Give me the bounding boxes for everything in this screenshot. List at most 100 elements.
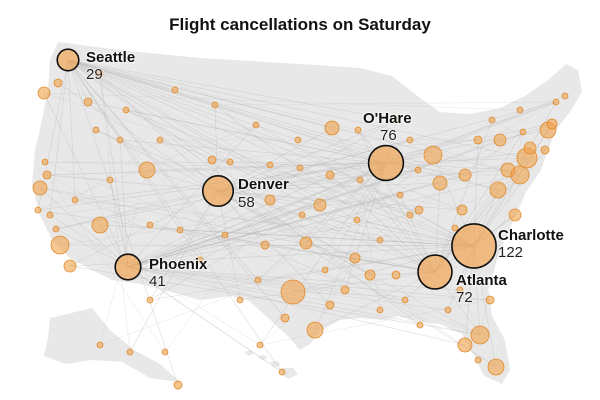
airport-dot: [488, 116, 496, 124]
airport-dot: [493, 133, 507, 147]
airport-dot: [364, 269, 376, 281]
route-line: [164, 167, 301, 353]
airport-dot: [451, 224, 459, 232]
denver-hub-fill: [202, 175, 234, 207]
airport-dot: [552, 98, 560, 106]
ohare-label: O'Hare: [363, 110, 412, 127]
route-line: [305, 101, 557, 244]
route-line: [239, 271, 436, 301]
airport-dot: [254, 276, 262, 284]
route-line: [127, 266, 491, 301]
airport-dot: [278, 368, 286, 376]
route-line: [119, 139, 129, 268]
route-line: [69, 265, 481, 336]
seattle-count: 29: [86, 66, 103, 83]
route-line: [69, 190, 219, 267]
airport-dot: [266, 161, 274, 169]
route-line: [434, 119, 493, 273]
airport-dot: [298, 211, 306, 219]
airport-dot: [126, 348, 134, 356]
airport-dot: [116, 136, 124, 144]
route-line: [259, 299, 491, 346]
airport-dot: [444, 306, 452, 314]
route-line: [127, 101, 557, 268]
airport-dot: [414, 166, 422, 174]
route-line: [67, 59, 76, 201]
charlotte-hub-fill: [451, 223, 497, 269]
airport-dot: [63, 259, 77, 273]
route-line: [217, 190, 331, 306]
airport-dot: [260, 240, 270, 250]
airport-dot: [306, 321, 324, 339]
airport-dot: [146, 296, 154, 304]
route-line: [324, 162, 387, 271]
route-line: [67, 59, 299, 141]
airport-dot: [340, 285, 350, 295]
route-line: [67, 59, 359, 131]
route-line: [119, 139, 387, 164]
route-line: [214, 104, 387, 164]
route-line: [99, 73, 129, 268]
airport-dot: [313, 198, 327, 212]
airport-dot: [299, 236, 313, 250]
route-line: [67, 59, 397, 121]
airport-dot: [324, 120, 340, 136]
route-line: [67, 59, 463, 211]
route-line: [329, 174, 436, 273]
route-line: [67, 59, 259, 281]
airport-dot: [52, 225, 60, 233]
route-line: [49, 214, 283, 373]
route-line: [46, 174, 166, 353]
route-line: [217, 190, 307, 244]
airport-dot: [50, 235, 70, 255]
route-line: [369, 209, 420, 276]
route-line: [434, 131, 524, 273]
route-line: [127, 194, 401, 268]
route-line: [292, 245, 475, 293]
route-line: [39, 187, 436, 273]
conus-landmass: [32, 42, 582, 384]
airport-dot: [236, 296, 244, 304]
airport-dot: [91, 216, 109, 234]
airport-dot: [171, 86, 179, 94]
airport-dot: [457, 337, 473, 353]
seattle-hub-ring: [56, 48, 80, 72]
route-line: [379, 189, 499, 241]
route-line: [331, 127, 436, 273]
chart-title: Flight cancellations on Saturday: [169, 15, 431, 34]
route-line: [259, 162, 387, 346]
route-line: [264, 244, 475, 247]
airport-dot: [353, 216, 361, 224]
route-line: [324, 131, 524, 271]
phoenix-hub-fill: [115, 254, 141, 280]
route-line: [264, 244, 421, 326]
airport-dot: [354, 126, 362, 134]
route-line: [129, 190, 219, 353]
airport-dot: [432, 175, 448, 191]
airport-dot: [42, 170, 52, 180]
airport-markers: [32, 70, 569, 390]
route-line: [127, 266, 381, 311]
airport-dot: [122, 106, 130, 114]
route-line: [46, 174, 219, 192]
airport-dot: [138, 161, 156, 179]
route-line: [67, 59, 411, 216]
airport-dot: [458, 168, 472, 182]
route-line: [127, 266, 461, 291]
airport-dot: [473, 135, 483, 145]
airport-dot: [196, 256, 204, 264]
airport-dot: [376, 306, 384, 314]
route-line: [214, 104, 436, 273]
airport-dot: [264, 194, 276, 206]
airport-dot: [487, 358, 505, 376]
airport-dot: [396, 191, 404, 199]
route-line: [149, 245, 475, 301]
route-line: [356, 154, 434, 221]
route-line: [67, 59, 231, 163]
airport-dot: [146, 221, 154, 229]
route-line: [67, 59, 201, 261]
airport-dot: [474, 356, 482, 364]
route-line: [354, 131, 524, 259]
airport-dot: [508, 208, 522, 222]
